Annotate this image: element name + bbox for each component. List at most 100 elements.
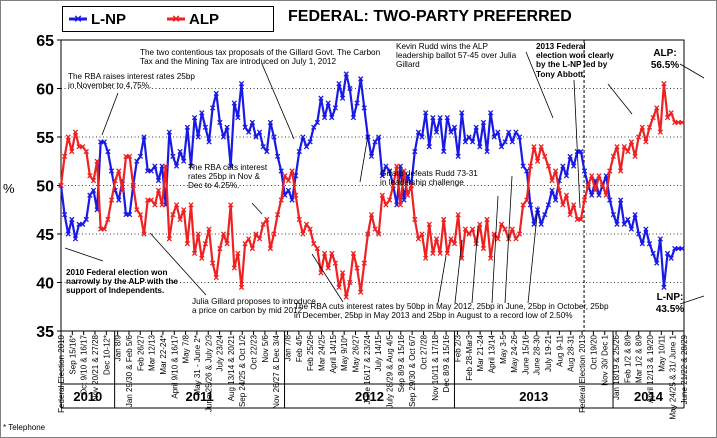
alp-data-point xyxy=(343,294,349,300)
alp-data-point xyxy=(654,105,660,111)
alp-data-point xyxy=(278,197,284,203)
alp-data-point xyxy=(589,173,595,179)
alp-data-point xyxy=(646,124,653,130)
lnp-data-point xyxy=(260,144,266,150)
alp-data-point xyxy=(101,226,107,232)
alp-data-point xyxy=(610,153,617,160)
lnp-data-point xyxy=(61,211,68,218)
alp-data-point xyxy=(61,153,68,160)
annotation-pointer xyxy=(311,253,344,303)
lnp-data-point xyxy=(646,241,653,247)
alp-data-point xyxy=(358,289,364,295)
lnp-data-point xyxy=(213,90,219,97)
lnp-data-point xyxy=(231,100,237,106)
alp-data-point xyxy=(599,182,606,189)
lnp-data-point xyxy=(376,134,382,140)
alp-data-point xyxy=(202,241,209,247)
alp-data-point xyxy=(213,274,219,281)
end-label-alp-value: 56.5% xyxy=(650,59,680,71)
alp-data-point xyxy=(560,202,566,208)
alp-data-point xyxy=(126,153,133,160)
lnp-data-point xyxy=(589,192,595,198)
alp-data-point xyxy=(271,231,277,237)
alp-data-point xyxy=(336,284,342,291)
alp-data-point xyxy=(397,202,404,208)
annotation-pointer xyxy=(679,295,705,305)
x-tick-label: Nov 30/ Dec 1 xyxy=(601,334,610,385)
x-tick-label: July 23/24 xyxy=(216,334,225,371)
annotation-pointer xyxy=(471,225,479,304)
x-tick-label: Mar 1/2 & 8/9 xyxy=(635,334,644,383)
alp-data-point xyxy=(108,197,115,203)
alp-data-point xyxy=(177,216,183,223)
x-tick-label: May 7/8 xyxy=(182,334,191,363)
x-tick-label: Mar 22-24* xyxy=(159,335,168,375)
x-tick-label: Nov 26/27 & Dec 3/4 xyxy=(272,334,281,408)
end-label-lnp-party: L-NP: xyxy=(656,292,684,303)
x-tick-label: Aug 9-11 xyxy=(555,334,564,366)
lnp-data-point xyxy=(332,105,339,111)
x-tick-label: May 3-5 xyxy=(499,334,508,363)
lnp-data-point xyxy=(632,211,638,218)
lnp-data-point xyxy=(477,144,483,150)
alp-data-point xyxy=(365,231,371,237)
lnp-data-point xyxy=(264,148,270,155)
lnp-data-point xyxy=(303,144,310,150)
alp-data-point xyxy=(650,114,656,121)
lnp-data-point xyxy=(173,163,180,169)
lnp-data-point xyxy=(513,129,519,135)
annotation-pointer xyxy=(607,83,633,115)
lnp-data-point xyxy=(459,110,465,116)
alp-data-point xyxy=(209,260,216,266)
alp-data-point xyxy=(664,114,671,121)
alp-data-point xyxy=(231,265,237,271)
lnp-data-point xyxy=(614,221,620,227)
lnp-data-point xyxy=(527,202,534,208)
lnp-data-point xyxy=(105,148,111,155)
alp-data-point xyxy=(509,226,515,232)
x-tick-label: Aug 28-31 xyxy=(567,334,576,371)
end-label-alp-party: ALP: xyxy=(653,48,677,59)
alp-data-point xyxy=(484,216,490,223)
lnp-data-point xyxy=(650,250,656,257)
annotation-gillard-defeats-rudd: Gillard defeats Rudd 73-31 in leadership… xyxy=(380,169,478,188)
lnp-data-point xyxy=(314,119,321,126)
alp-data-point xyxy=(307,226,313,232)
lnp-data-point xyxy=(621,221,627,227)
lnp-data-point xyxy=(293,173,299,179)
lnp-data-point xyxy=(343,71,349,77)
lnp-data-point xyxy=(358,76,364,82)
lnp-data-point xyxy=(607,197,613,203)
lnp-data-point xyxy=(195,134,201,140)
lnp-data-point xyxy=(560,163,566,169)
lnp-data-point xyxy=(191,114,198,121)
alp-data-point xyxy=(614,144,620,150)
lnp-data-point xyxy=(567,153,573,160)
alp-data-point xyxy=(72,129,79,135)
lnp-data-point xyxy=(372,139,378,145)
alp-data-point xyxy=(469,226,476,232)
lnp-data-point xyxy=(664,250,671,257)
annotation-2013-election: 2013 Federal election won clearly by the… xyxy=(536,42,614,79)
lnp-data-point xyxy=(473,124,479,130)
lnp-data-point xyxy=(361,105,367,111)
x-tick-label: June 15/16 xyxy=(521,334,530,374)
alp-data-point xyxy=(473,241,479,247)
lnp-data-point xyxy=(506,129,512,135)
annotation-pointer xyxy=(261,63,295,140)
alp-data-point xyxy=(329,250,335,257)
annotation-pointer xyxy=(527,205,539,304)
alp-data-point xyxy=(195,231,201,237)
year-label: 2013 xyxy=(519,389,548,404)
x-tick-label: Oct 9/10 & 16/17 xyxy=(80,334,89,395)
alp-data-point xyxy=(556,187,562,194)
alp-data-point xyxy=(184,241,191,247)
lnp-data-point xyxy=(578,148,584,155)
alp-data-point xyxy=(80,144,86,150)
alp-data-point xyxy=(661,80,667,87)
lnp-data-point xyxy=(545,202,552,208)
lnp-data-point xyxy=(311,124,317,130)
lnp-data-point xyxy=(253,134,259,140)
alp-data-point xyxy=(628,139,635,145)
alp-data-point xyxy=(408,182,414,189)
